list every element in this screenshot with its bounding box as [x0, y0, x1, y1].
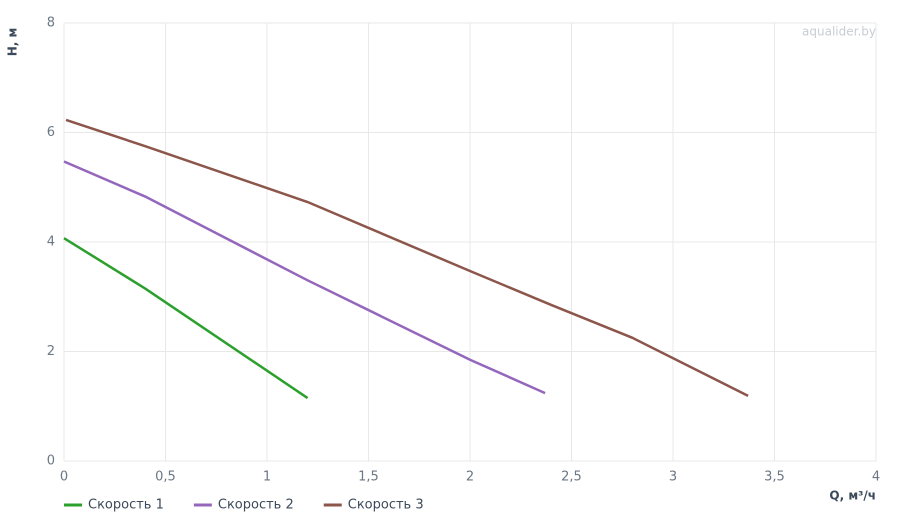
- x-tick-label: 2,5: [561, 470, 582, 485]
- y-tick-label: 4: [47, 235, 55, 250]
- series-line: [63, 160, 546, 395]
- y-tick-label: 0: [47, 454, 55, 469]
- x-tick-label: 3: [669, 470, 677, 485]
- x-tick-label: 0: [60, 470, 68, 485]
- y-tick-label: 2: [47, 344, 55, 359]
- x-tick-label: 2: [466, 470, 474, 485]
- x-tick-label: 1,5: [358, 470, 379, 485]
- x-tick-label: 4: [872, 470, 880, 485]
- watermark: aqualider.by: [802, 25, 876, 39]
- x-tick-label: 0,5: [155, 470, 176, 485]
- x-tick-label: 3,5: [764, 470, 785, 485]
- series-line: [65, 118, 749, 397]
- x-tick-label: 1: [263, 470, 271, 485]
- y-tick-label: 6: [47, 125, 55, 140]
- y-tick-label: 8: [47, 16, 55, 31]
- legend-label: Скорость 1: [88, 498, 164, 513]
- y-axis-title: H, м: [6, 28, 20, 57]
- x-axis-title: Q, м³/ч: [829, 489, 876, 503]
- legend-label: Скорость 2: [218, 498, 294, 513]
- series-line: [63, 237, 309, 400]
- legend-label: Скорость 3: [348, 498, 424, 513]
